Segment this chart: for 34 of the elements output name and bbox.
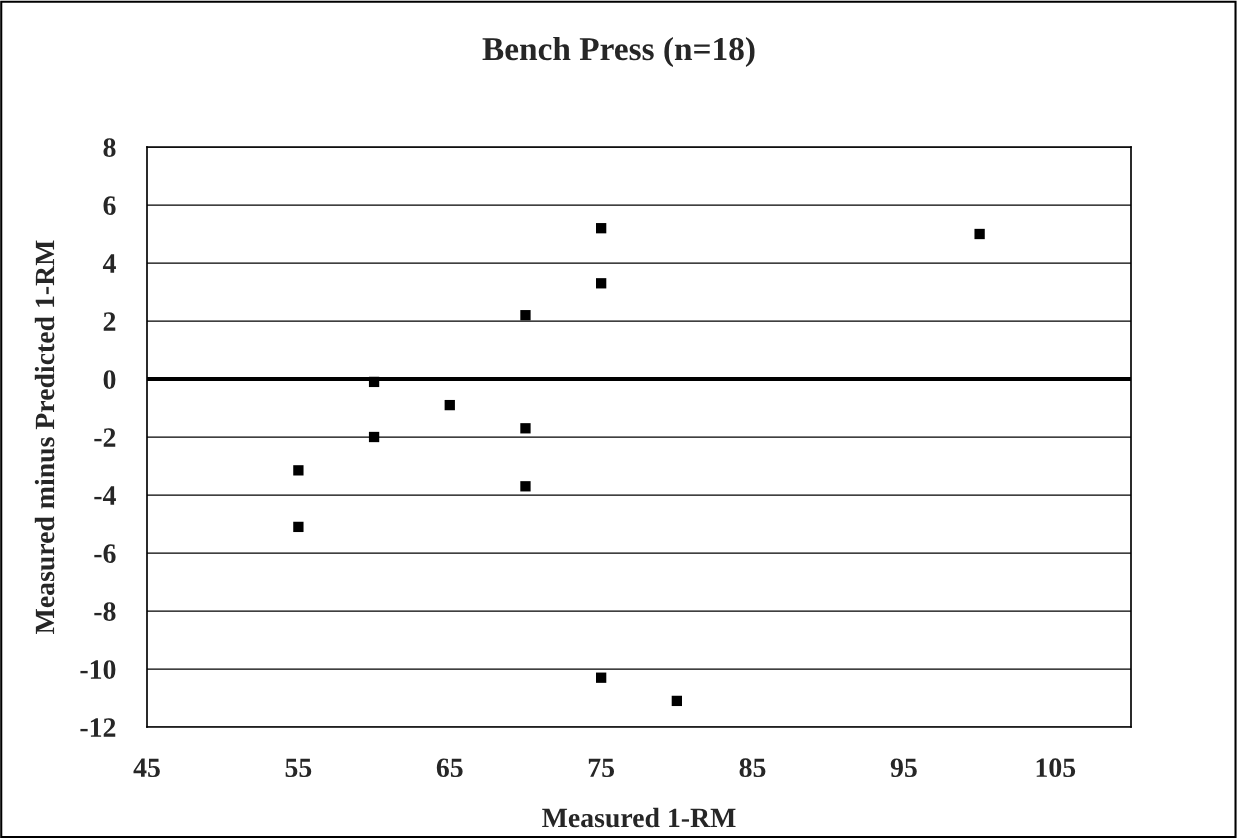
y-tick-label: 0 [103, 370, 116, 389]
y-tick-label: -8 [94, 602, 116, 621]
x-tick-label: 65 [436, 758, 463, 778]
x-tick-label: 95 [890, 758, 917, 778]
point [671, 695, 682, 707]
point [974, 228, 985, 240]
point [368, 431, 380, 443]
point [596, 223, 607, 234]
chart-title: Bench Press (n=18) [482, 36, 755, 68]
x-tick-label: 85 [739, 758, 766, 778]
point [596, 278, 607, 289]
x-tick-label: 105 [1036, 758, 1076, 778]
y-tick-label: -4 [94, 486, 116, 505]
point [293, 521, 304, 533]
x-tick-label: 75 [588, 758, 615, 778]
x-tick-label: 55 [285, 758, 312, 778]
y-tick-label: -2 [94, 428, 116, 447]
y-tick-label: 8 [103, 138, 116, 157]
y-tick-label: -10 [80, 660, 116, 679]
point [293, 465, 304, 476]
y-tick-label: -6 [94, 544, 116, 563]
x-tick-label: 45 [133, 758, 160, 778]
y-tick-label: 2 [103, 312, 116, 331]
point [520, 423, 531, 434]
y-axis-title: Measured minus Predicted 1-RM [34, 240, 55, 634]
y-tick-label: 6 [103, 196, 116, 215]
point [596, 672, 607, 683]
x-axis-title: Measured 1-RM [542, 807, 736, 828]
y-tick-label: 4 [102, 254, 116, 273]
point [520, 481, 531, 492]
point [444, 399, 455, 411]
y-tick-label: -12 [80, 718, 116, 737]
point [520, 310, 531, 321]
point [368, 376, 380, 388]
